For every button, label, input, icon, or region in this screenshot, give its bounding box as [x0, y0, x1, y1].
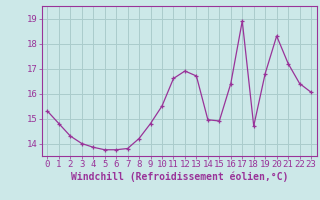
X-axis label: Windchill (Refroidissement éolien,°C): Windchill (Refroidissement éolien,°C): [70, 172, 288, 182]
